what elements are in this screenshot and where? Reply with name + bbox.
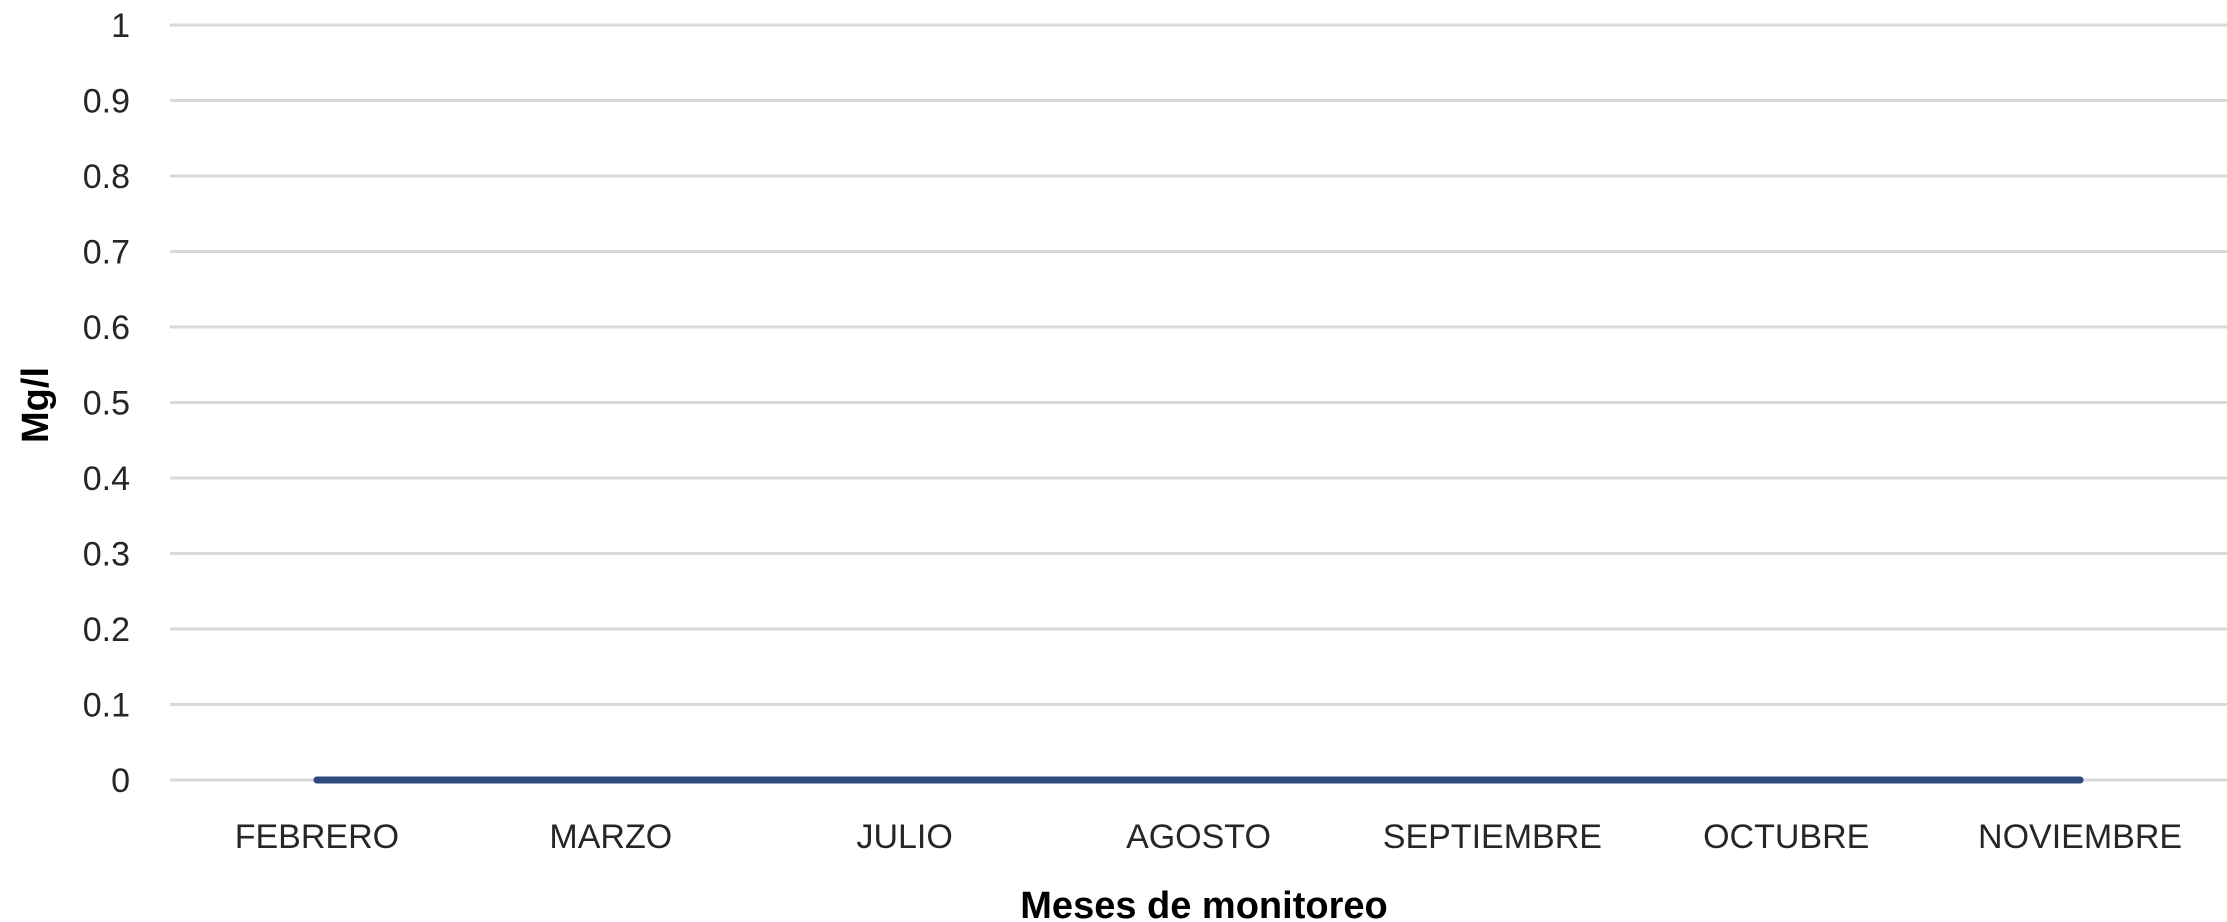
x-tick-label: SEPTIEMBRE (1383, 818, 1602, 856)
y-tick-label: 0 (111, 762, 130, 800)
x-tick-label: JULIO (856, 818, 952, 856)
y-tick-label: 0.8 (83, 158, 130, 196)
y-tick-label: 0.1 (83, 687, 130, 725)
x-tick-label: FEBRERO (235, 818, 399, 856)
y-tick-label: 0.3 (83, 536, 130, 574)
x-axis-title: Meses de monitoreo (1020, 885, 1387, 922)
x-axis-ticks: FEBRERO MARZO JULIO AGOSTO SEPTIEMBRE OCTUBRE… (235, 818, 2182, 856)
y-tick-label: 0.5 (83, 385, 130, 423)
y-tick-label: 0.2 (83, 611, 130, 649)
y-tick-label: 0.9 (83, 83, 130, 121)
y-tick-label: 0.7 (83, 234, 130, 272)
x-tick-label: NOVIEMBRE (1978, 818, 2182, 856)
y-axis-ticks: 0 0.1 0.2 0.3 0.4 0.5 0.6 0.7 0.8 0.9 1 (83, 7, 130, 800)
y-tick-label: 0.4 (83, 460, 130, 498)
x-tick-label: AGOSTO (1126, 818, 1271, 856)
y-tick-label: 1 (111, 7, 130, 45)
gridlines (170, 23, 2227, 782)
x-tick-label: MARZO (549, 818, 672, 856)
x-tick-label: OCTUBRE (1703, 818, 1869, 856)
y-tick-label: 0.6 (83, 309, 130, 347)
y-axis-title: Mg/l (15, 367, 57, 443)
